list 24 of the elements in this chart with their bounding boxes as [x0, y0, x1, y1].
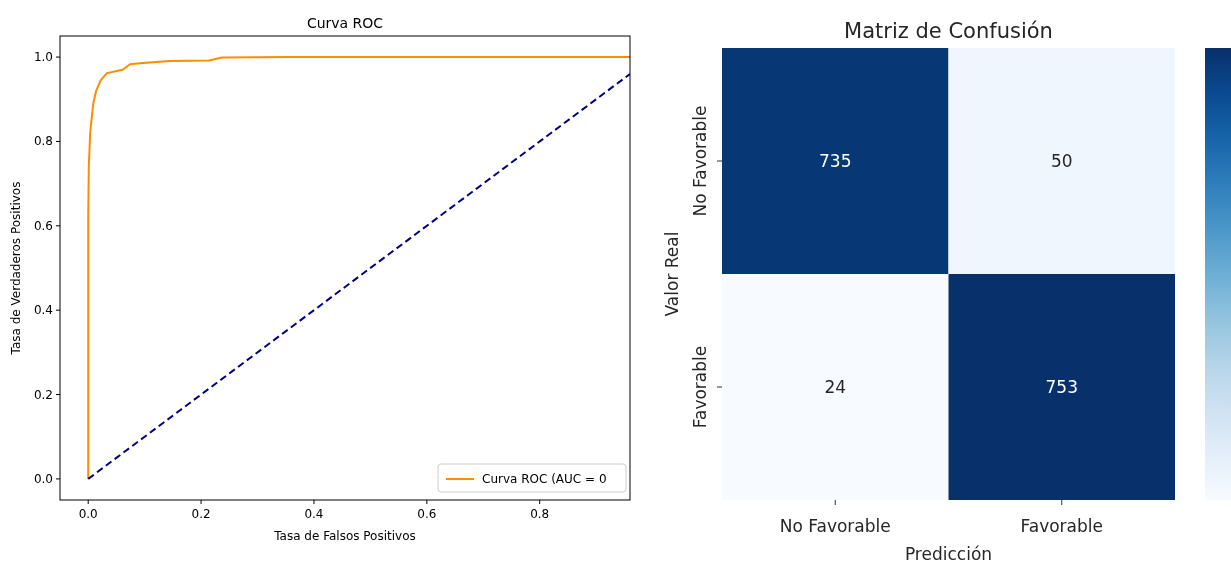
- x-tick-label: 0.4: [304, 507, 324, 521]
- y-tick-label: 1.0: [33, 50, 53, 65]
- y-tick-label: 0.0: [33, 471, 53, 486]
- chart-title: Matriz de Confusión: [844, 19, 1053, 43]
- y-tick-label: 0.4: [33, 303, 53, 318]
- x-tick-label: 0.8: [530, 507, 550, 521]
- chart-title: Curva ROC: [306, 15, 384, 31]
- x-tick-label: 0.6: [417, 507, 437, 521]
- data-label: 24: [824, 377, 847, 397]
- x-tick-label: Favorable: [1020, 516, 1103, 536]
- x-tick-label: No Favorable: [779, 516, 891, 536]
- y-axis-title: Valor Real: [662, 231, 682, 317]
- y-tick-label: 0.6: [33, 218, 53, 233]
- data-label: 735: [819, 151, 852, 171]
- y-tick-label: 0.2: [33, 387, 53, 402]
- y-tick-label: 0.8: [33, 134, 53, 149]
- y-axis-title: Tasa de Verdaderos Positivos: [9, 181, 23, 356]
- x-axis-title: Tasa de Falsos Positivos: [273, 529, 416, 543]
- x-axis-title: Predicción: [904, 544, 993, 564]
- data-label: 50: [1050, 151, 1073, 171]
- data-label: 753: [1045, 377, 1078, 397]
- x-tick-label: 0.2: [191, 507, 211, 521]
- legend-label: Curva ROC (AUC = 0: [482, 472, 607, 486]
- x-tick-label: 0.0: [78, 507, 98, 521]
